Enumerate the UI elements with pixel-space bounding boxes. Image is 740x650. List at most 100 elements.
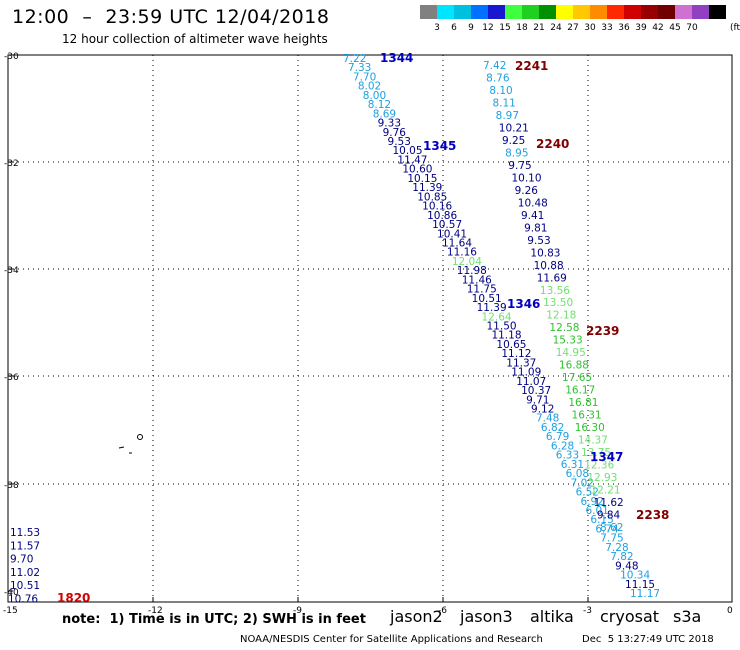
swh-value: 9.25	[502, 135, 525, 147]
legend-altika: altika	[530, 607, 574, 626]
swh-value: 16.17	[565, 385, 595, 397]
legend-unit: (ft)	[730, 23, 740, 33]
island-marker	[118, 446, 125, 449]
swh-value: 14.37	[578, 435, 608, 447]
swh-value: 9.70	[10, 554, 33, 566]
swh-value: 11.50	[487, 321, 517, 333]
swh-value: 9.75	[508, 160, 531, 172]
lat-label: -30	[4, 52, 19, 62]
swh-value: 8.62	[600, 522, 623, 534]
legend-swatch	[437, 5, 454, 19]
pass-time-label: 2240	[536, 137, 569, 151]
swh-value: 11.07	[516, 376, 546, 388]
legend-tick-label: 15	[499, 23, 511, 33]
swh-value: 11.02	[10, 567, 40, 579]
swh-value: 11.98	[457, 265, 487, 277]
legend-tick-label: 70	[686, 23, 698, 33]
swh-value: 11.47	[397, 154, 427, 166]
map-title: 12:00 – 23:59 UTC 12/04/2018	[12, 6, 330, 28]
swh-value: 10.41	[437, 228, 467, 240]
legend-s3a: s3a	[673, 607, 702, 626]
swh-value: 6.79	[546, 431, 569, 443]
swh-value: 10.88	[534, 260, 564, 272]
swh-value: 9.53	[527, 235, 550, 247]
swh-value: 9.81	[524, 222, 547, 234]
swh-value: 17.65	[562, 372, 592, 384]
legend-tick-label: 6	[451, 23, 457, 33]
swh-value: 11.46	[462, 274, 492, 286]
swh-value: 7.48	[536, 413, 559, 425]
swh-value: 8.69	[373, 108, 396, 120]
swh-value: 11.18	[491, 330, 521, 342]
swh-value: 10.10	[511, 172, 541, 184]
swh-value: 7.28	[605, 542, 628, 554]
lon-label: 0	[727, 606, 733, 616]
swh-value: 6.74	[595, 523, 619, 535]
swh-value: 9.76	[383, 127, 407, 139]
swh-value: 11.37	[506, 357, 536, 369]
credit-text: NOAA/NESDIS Center for Satellite Applica…	[240, 634, 543, 645]
legend-tick-label: 27	[567, 23, 579, 33]
swh-value: 10.85	[417, 191, 447, 203]
swh-value: 11.16	[447, 247, 477, 259]
swh-value: 9.71	[526, 394, 549, 406]
legend-swatch	[505, 5, 522, 19]
pass-time-label: 2239	[586, 324, 619, 338]
swh-value: 6.33	[556, 450, 579, 462]
swh-value: 7.75	[600, 533, 623, 545]
legend-swatch	[556, 5, 573, 19]
pass-time-label: 2238	[636, 508, 669, 522]
lat-label: -40	[4, 588, 19, 598]
swh-value: 6.15	[590, 514, 613, 526]
swh-value: 8.76	[486, 72, 510, 84]
legend-tick-label: 24	[550, 23, 562, 33]
swh-value: 16.31	[572, 410, 602, 422]
swh-value: 14.95	[556, 347, 586, 359]
swh-value: 7.82	[610, 551, 633, 563]
swh-value: 9.12	[531, 404, 554, 416]
legend-tick-label: 39	[635, 23, 647, 33]
legend-tick-label: 21	[533, 23, 545, 33]
swh-value: 6.28	[551, 440, 574, 452]
pass-time-label: 1345	[423, 139, 456, 153]
swh-value: 11.69	[537, 272, 567, 284]
swh-value: 6.31	[561, 459, 584, 471]
swh-value: 7.33	[348, 62, 371, 74]
swh-value: 11.62	[594, 497, 624, 509]
legend-swatch	[692, 5, 709, 19]
swh-value: 13.50	[543, 297, 573, 309]
swh-value: 16.88	[559, 360, 589, 372]
legend-swatch	[420, 5, 437, 19]
swh-value: 10.51	[472, 293, 502, 305]
lon-label: -9	[293, 606, 302, 616]
swh-value: 7.02	[571, 477, 594, 489]
pass-time-label: 1346	[507, 297, 540, 311]
legend-jason2: jason2	[390, 607, 443, 626]
swh-value: 16.30	[575, 422, 605, 434]
swh-value: 6.92	[581, 496, 604, 508]
swh-value: 10.34	[620, 570, 650, 582]
swh-value: 7.70	[353, 71, 376, 83]
legend-swatch	[658, 5, 675, 19]
swh-value: 15.33	[553, 335, 583, 347]
legend-tick-label: 42	[652, 23, 664, 33]
swh-value: 10.37	[521, 385, 551, 397]
swh-value: 12.21	[591, 485, 621, 497]
swh-value: 6.52	[576, 487, 599, 499]
swh-value: 10.21	[499, 122, 529, 134]
legend-swatch	[624, 5, 641, 19]
legend-cryosat: cryosat	[600, 607, 660, 626]
swh-value: 12.18	[546, 310, 576, 322]
pass-time-label: 2241	[515, 59, 548, 73]
swh-value: 7.22	[343, 53, 366, 65]
legend-tick-label: 9	[468, 23, 474, 33]
legend-swatch	[539, 5, 556, 19]
pass-time-label: 1820	[57, 591, 90, 605]
legend-tick-label: 12	[482, 23, 494, 33]
swh-value: 10.15	[407, 173, 437, 185]
swh-value: 10.05	[392, 145, 422, 157]
swh-value: 11.09	[511, 367, 541, 379]
swh-value: 10.60	[402, 164, 432, 176]
legend-tick-label: 18	[516, 23, 528, 33]
